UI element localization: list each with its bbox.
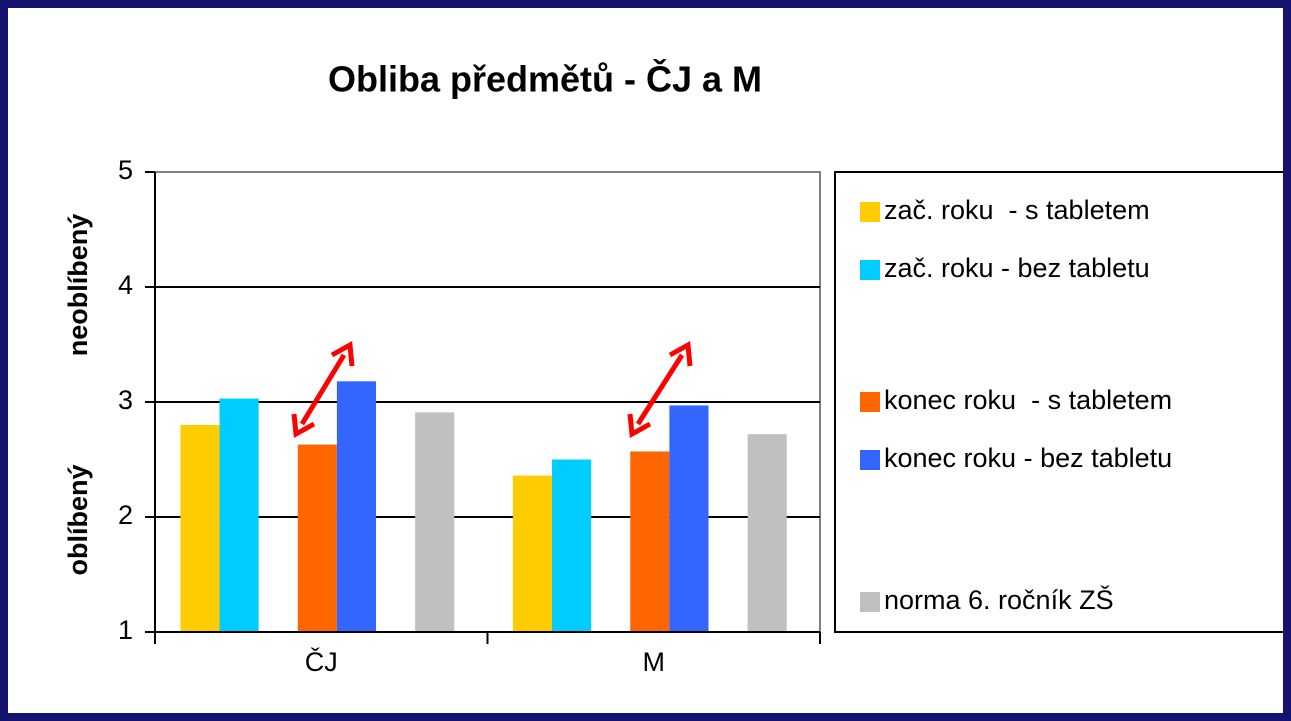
- bar: [297, 444, 337, 632]
- legend-swatch: [860, 202, 880, 222]
- arrow-head: [291, 413, 316, 439]
- legend-swatch: [860, 392, 880, 412]
- legend-label: konec roku - s tabletem: [884, 385, 1172, 415]
- bar: [180, 425, 220, 632]
- bar: [415, 412, 455, 632]
- annotation-arrows: [291, 340, 693, 439]
- arrow: [635, 353, 685, 426]
- bar: [747, 434, 787, 632]
- legend-label: zač. roku - bez tabletu: [884, 253, 1150, 283]
- x-tick-label: M: [643, 647, 666, 677]
- bar: [219, 398, 259, 632]
- legend-box: [834, 171, 1288, 633]
- chart-title: Obliba předmětů - ČJ a M: [328, 58, 762, 100]
- arrow-head: [627, 413, 652, 439]
- arrow-head: [330, 340, 355, 367]
- bar: [669, 405, 709, 632]
- y-tick-label: 1: [118, 615, 133, 645]
- bar: [512, 475, 553, 632]
- bar: [552, 459, 592, 632]
- y-annotation: oblíbený: [63, 464, 93, 575]
- legend-label: konec roku - bez tabletu: [884, 443, 1172, 473]
- legend-swatch: [860, 450, 880, 470]
- y-tick-label: 2: [118, 500, 133, 530]
- arrow-head: [668, 340, 693, 367]
- y-annotation: neoblíbený: [63, 214, 93, 357]
- bar: [336, 381, 377, 632]
- bar: [630, 451, 670, 632]
- y-tick-label: 5: [118, 155, 133, 185]
- y-tick-label: 4: [118, 270, 133, 300]
- x-tick-label: ČJ: [305, 646, 338, 677]
- arrow: [299, 353, 347, 426]
- y-tick-label: 3: [118, 385, 133, 415]
- legend-label: norma 6. ročník ZŠ: [884, 584, 1114, 615]
- legend-swatch: [860, 260, 880, 280]
- legend-label: zač. roku - s tabletem: [884, 195, 1150, 225]
- legend-swatch: [860, 592, 880, 612]
